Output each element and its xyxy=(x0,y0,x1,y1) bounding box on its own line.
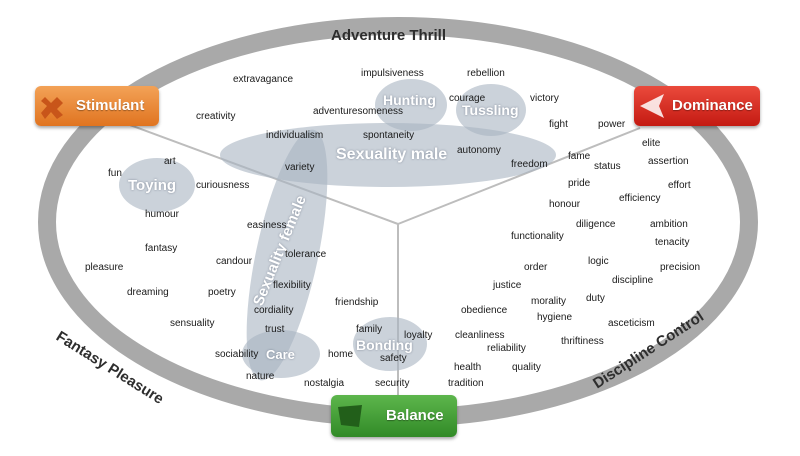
word-art: art xyxy=(164,156,176,167)
word-extravagance: extravagance xyxy=(233,74,294,85)
word-honour: honour xyxy=(549,199,581,210)
word-autonomy: autonomy xyxy=(457,145,501,156)
word-fame: fame xyxy=(568,151,591,162)
word-dreaming: dreaming xyxy=(127,287,169,298)
word-tolerance: tolerance xyxy=(285,249,327,260)
word-elite: elite xyxy=(642,138,661,149)
arrow-left-icon xyxy=(640,94,664,118)
word-fantasy: fantasy xyxy=(145,243,178,254)
word-health: health xyxy=(454,362,482,373)
word-variety: variety xyxy=(285,162,315,173)
word-sensuality: sensuality xyxy=(170,318,215,329)
dominance-badge: Dominance xyxy=(634,86,760,126)
word-obedience: obedience xyxy=(461,305,508,316)
word-efficiency: efficiency xyxy=(619,193,661,204)
divider-right xyxy=(397,127,641,225)
word-morality: morality xyxy=(531,296,567,307)
word-flexibility: flexibility xyxy=(273,280,311,291)
word-pride: pride xyxy=(568,178,591,189)
word-family: family xyxy=(356,324,383,335)
word-thriftiness: thriftiness xyxy=(561,336,604,347)
flag-icon xyxy=(338,405,362,427)
word-loyalty: loyalty xyxy=(404,330,433,341)
word-nature: nature xyxy=(246,371,275,382)
ring-label-top: Adventure Thrill xyxy=(331,27,447,44)
word-victory: victory xyxy=(530,93,559,104)
word-asceticism: asceticism xyxy=(608,318,655,329)
word-duty: duty xyxy=(586,293,605,304)
balance-label: Balance xyxy=(386,407,444,424)
word-individualism: individualism xyxy=(266,130,324,141)
word-logic: logic xyxy=(588,256,609,267)
word-curiousness: curiousness xyxy=(196,180,250,191)
word-security: security xyxy=(375,378,410,389)
cluster-hunting: Hunting xyxy=(383,92,436,108)
word-quality: quality xyxy=(512,362,541,373)
word-cordiality: cordiality xyxy=(254,305,294,316)
word-discipline: discipline xyxy=(612,275,654,286)
cluster-tussling: Tussling xyxy=(462,102,519,118)
word-tradition: tradition xyxy=(448,378,484,389)
word-justice: justice xyxy=(493,280,522,291)
word-adventuresomeness: adventuresomeness xyxy=(313,106,404,117)
word-reliability: reliability xyxy=(487,343,526,354)
word-spontaneity: spontaneity xyxy=(363,130,415,141)
tussling-blob xyxy=(456,84,526,136)
word-trust: trust xyxy=(265,324,285,335)
word-tenacity: tenacity xyxy=(655,237,690,248)
word-home: home xyxy=(328,349,354,360)
word-order: order xyxy=(524,262,548,273)
brain-icon xyxy=(41,97,63,119)
sexuality-female-blob xyxy=(246,129,328,381)
word-status: status xyxy=(594,161,621,172)
word-poetry: poetry xyxy=(208,287,236,298)
word-sociability: sociability xyxy=(215,349,259,360)
stimulant-label: Stimulant xyxy=(76,97,145,114)
word-freedom: freedom xyxy=(511,159,548,170)
balance-badge: Balance xyxy=(331,395,457,437)
word-courage: courage xyxy=(449,93,486,104)
word-hygiene: hygiene xyxy=(537,312,573,323)
word-impulsiveness: impulsiveness xyxy=(361,68,424,79)
word-candour: candour xyxy=(216,256,253,267)
word-rebellion: rebellion xyxy=(467,68,505,79)
word-pleasure: pleasure xyxy=(85,262,124,273)
word-nostalgia: nostalgia xyxy=(304,378,345,389)
cluster-sexuality-male: Sexuality male xyxy=(336,146,448,163)
word-precision: precision xyxy=(660,262,701,273)
cluster-toying: Toying xyxy=(128,177,177,194)
dominance-label: Dominance xyxy=(672,97,753,114)
word-fun: fun xyxy=(108,168,122,179)
word-effort: effort xyxy=(668,180,691,191)
stimulant-badge: Stimulant xyxy=(35,86,159,126)
toying-blob xyxy=(119,158,195,212)
word-creativity: creativity xyxy=(196,111,236,122)
word-fight: fight xyxy=(549,119,568,130)
cluster-care: Care xyxy=(266,347,295,362)
cluster-bonding: Bonding xyxy=(356,337,413,353)
word-safety: safety xyxy=(380,353,407,364)
hunting-blob xyxy=(375,79,447,131)
word-cleanliness: cleanliness xyxy=(455,330,505,341)
word-assertion: assertion xyxy=(648,156,689,167)
word-diligence: diligence xyxy=(576,219,616,230)
word-easiness: easiness xyxy=(247,220,287,231)
word-ambition: ambition xyxy=(650,219,688,230)
care-blob xyxy=(242,330,320,378)
word-friendship: friendship xyxy=(335,297,379,308)
word-humour: humour xyxy=(145,209,179,220)
word-power: power xyxy=(598,119,626,130)
word-functionality: functionality xyxy=(511,231,564,242)
bonding-blob xyxy=(353,317,427,371)
